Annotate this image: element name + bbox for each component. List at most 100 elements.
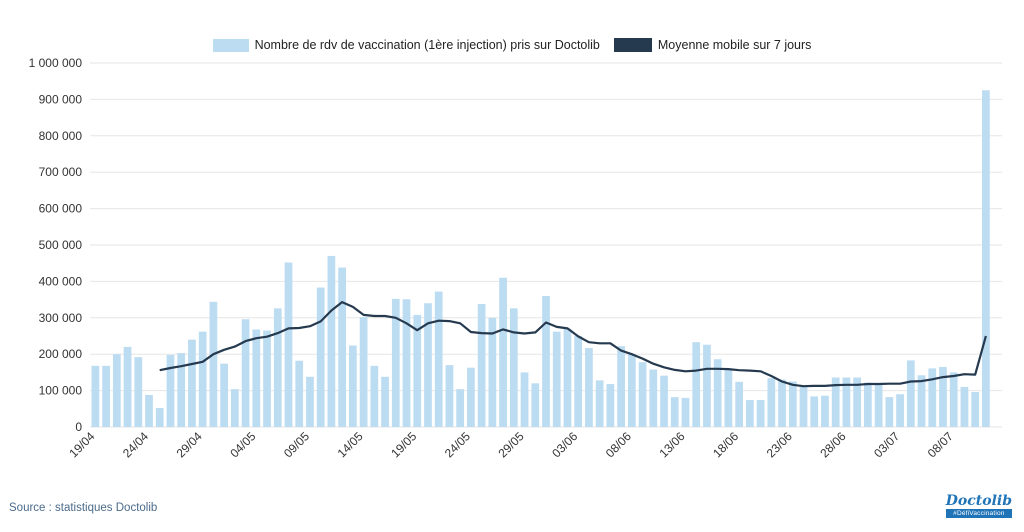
- x-tick-label: 08/07: [925, 429, 956, 460]
- bar-27/05[interactable]: [499, 277, 507, 427]
- bar-10/07[interactable]: [971, 392, 980, 427]
- bar-17/06[interactable]: [724, 369, 733, 427]
- bar-14/05[interactable]: [359, 317, 368, 427]
- legend-swatch-line: [613, 38, 652, 52]
- bar-18/05[interactable]: [402, 299, 411, 427]
- bar-series: [91, 90, 990, 428]
- bar-30/04[interactable]: [209, 301, 218, 427]
- bar-22/04[interactable]: [123, 346, 132, 427]
- bar-24/05[interactable]: [467, 367, 475, 427]
- y-tick-label: 200 000: [39, 347, 83, 361]
- bar-24/04[interactable]: [145, 394, 153, 427]
- bar-08/06[interactable]: [627, 354, 636, 427]
- bar-26/04[interactable]: [166, 354, 175, 427]
- bar-01/05[interactable]: [220, 363, 228, 427]
- bar-25/06[interactable]: [810, 396, 819, 427]
- x-tick-label: 09/05: [281, 429, 312, 460]
- bar-06/06[interactable]: [606, 384, 615, 427]
- bar-24/06[interactable]: [799, 386, 808, 427]
- bar-30/06[interactable]: [864, 382, 872, 427]
- bar-05/06[interactable]: [595, 380, 604, 427]
- bar-05/07[interactable]: [917, 375, 926, 427]
- y-tick-label: 300 000: [39, 311, 83, 325]
- bar-27/06[interactable]: [831, 377, 840, 427]
- bar-04/06[interactable]: [585, 348, 593, 427]
- bar-16/05[interactable]: [381, 376, 389, 427]
- chart-legend: Nombre de rdv de vaccination (1ère injec…: [0, 38, 1024, 52]
- bar-14/06[interactable]: [692, 342, 701, 427]
- bar-09/07[interactable]: [960, 386, 969, 427]
- bar-15/06[interactable]: [703, 344, 711, 427]
- bar-11/06[interactable]: [660, 375, 668, 427]
- bar-19/05[interactable]: [413, 314, 422, 427]
- bar-02/06[interactable]: [563, 328, 572, 427]
- bar-12/05[interactable]: [338, 267, 347, 427]
- bar-05/05[interactable]: [263, 330, 271, 427]
- bar-30/05[interactable]: [531, 383, 540, 427]
- bar-26/05[interactable]: [488, 317, 497, 427]
- y-tick-label: 400 000: [39, 274, 83, 288]
- x-tick-label: 29/05: [496, 429, 527, 460]
- bar-02/05[interactable]: [230, 389, 239, 427]
- bar-13/05[interactable]: [349, 345, 357, 427]
- bar-13/06[interactable]: [681, 397, 690, 427]
- bar-20/06[interactable]: [756, 400, 765, 427]
- bar-25/04[interactable]: [155, 408, 164, 427]
- bar-01/06[interactable]: [552, 331, 561, 427]
- bar-23/05[interactable]: [456, 389, 465, 427]
- bar-07/05[interactable]: [284, 262, 293, 427]
- legend-item-line[interactable]: Moyenne mobile sur 7 jours: [613, 38, 812, 52]
- bar-28/06[interactable]: [842, 377, 851, 427]
- bar-29/06[interactable]: [853, 377, 862, 427]
- legend-label-line: Moyenne mobile sur 7 jours: [657, 38, 812, 52]
- bar-03/05[interactable]: [241, 319, 250, 427]
- bar-22/06[interactable]: [778, 379, 786, 427]
- bar-15/05[interactable]: [370, 365, 379, 427]
- bar-29/04[interactable]: [198, 331, 207, 427]
- bar-19/06[interactable]: [745, 400, 754, 427]
- legend-item-bars[interactable]: Nombre de rdv de vaccination (1ère injec…: [212, 38, 600, 52]
- bar-07/06[interactable]: [617, 346, 625, 427]
- bar-17/05[interactable]: [391, 298, 400, 427]
- bar-22/05[interactable]: [445, 365, 454, 427]
- bar-16/06[interactable]: [713, 359, 722, 427]
- bar-10/05[interactable]: [316, 287, 325, 427]
- bar-09/05[interactable]: [306, 376, 314, 427]
- bar-07/07[interactable]: [939, 366, 947, 427]
- x-tick-label: 13/06: [656, 429, 687, 460]
- bar-21/06[interactable]: [767, 378, 776, 427]
- bar-06/05[interactable]: [273, 308, 282, 427]
- bar-10/06[interactable]: [649, 369, 658, 427]
- bar-08/07[interactable]: [949, 372, 958, 427]
- bar-23/06[interactable]: [788, 381, 797, 428]
- bar-03/06[interactable]: [574, 336, 583, 427]
- bar-26/06[interactable]: [821, 395, 829, 427]
- bar-25/05[interactable]: [477, 303, 486, 427]
- bar-09/06[interactable]: [638, 362, 647, 427]
- bar-29/05[interactable]: [520, 372, 529, 427]
- bar-11/05[interactable]: [327, 255, 336, 427]
- bar-20/04[interactable]: [102, 365, 110, 427]
- bar-21/04[interactable]: [112, 354, 121, 427]
- bar-28/04[interactable]: [188, 339, 196, 427]
- bar-11/07[interactable]: [982, 90, 990, 428]
- bar-21/05[interactable]: [434, 291, 443, 427]
- bar-20/05[interactable]: [424, 303, 432, 427]
- bar-04/07[interactable]: [906, 360, 915, 427]
- bar-27/04[interactable]: [177, 353, 186, 427]
- bar-31/05[interactable]: [542, 295, 550, 427]
- bar-04/05[interactable]: [252, 329, 261, 427]
- bar-12/06[interactable]: [670, 397, 679, 427]
- bar-01/07[interactable]: [874, 383, 883, 427]
- bar-18/06[interactable]: [735, 381, 743, 427]
- legend-label-bars: Nombre de rdv de vaccination (1ère injec…: [254, 38, 600, 52]
- bar-23/04[interactable]: [134, 357, 143, 427]
- x-tick-label: 03/06: [549, 429, 580, 460]
- bar-03/07[interactable]: [896, 394, 904, 427]
- bar-06/07[interactable]: [928, 368, 937, 427]
- bar-28/05[interactable]: [509, 308, 518, 427]
- bar-08/05[interactable]: [295, 360, 304, 427]
- bar-02/07[interactable]: [885, 397, 894, 427]
- bar-19/04[interactable]: [91, 365, 100, 427]
